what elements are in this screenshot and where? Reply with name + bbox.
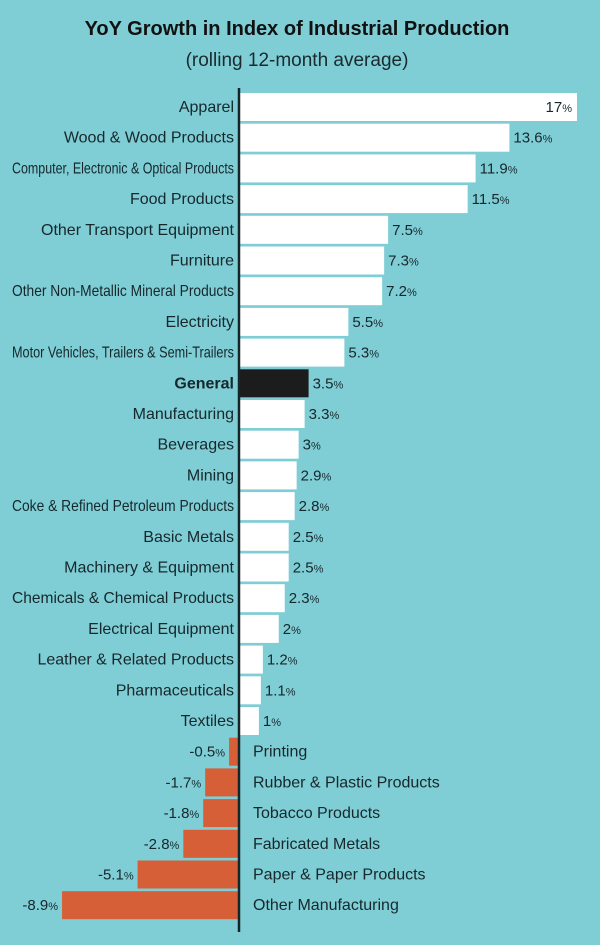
value-label: 5.5% <box>352 314 383 331</box>
category-label: Other Transport Equipment <box>41 222 235 239</box>
category-label: Printing <box>253 744 307 761</box>
category-label: Tobacco Products <box>253 805 380 822</box>
value-label: 3% <box>303 437 321 454</box>
bar <box>239 277 383 306</box>
category-label: Paper & Paper Products <box>253 867 426 884</box>
bar <box>239 707 259 735</box>
bar <box>239 215 389 244</box>
value-label: 2.3% <box>289 590 320 607</box>
value-label: 11.9% <box>480 160 518 177</box>
value-label: 2.5% <box>293 529 324 546</box>
category-label: Food Products <box>130 191 234 208</box>
chart-title: YoY Growth in Index of Industrial Produc… <box>85 18 510 40</box>
category-label: Pharmaceuticals <box>116 682 234 699</box>
value-label: 7.5% <box>392 222 423 239</box>
value-label: -8.9% <box>22 897 58 914</box>
value-label: 11.5% <box>472 191 510 208</box>
bar <box>62 891 239 920</box>
value-label: 3.5% <box>313 375 344 392</box>
value-label: 2% <box>283 621 301 638</box>
category-label: Apparel <box>179 99 234 116</box>
bar <box>239 123 510 152</box>
category-label: Basic Metals <box>143 529 234 546</box>
bar <box>239 154 476 183</box>
value-label: -1.8% <box>164 805 200 822</box>
value-label: 7.3% <box>388 253 419 270</box>
bar <box>239 430 299 459</box>
category-label: Other Manufacturing <box>253 897 399 914</box>
chart-subtitle: (rolling 12-month average) <box>186 50 409 71</box>
value-label: -5.1% <box>98 867 134 884</box>
category-label: Electricity <box>166 314 234 331</box>
bar <box>239 185 468 214</box>
bar <box>205 768 239 797</box>
category-label: Textiles <box>181 713 234 730</box>
value-label: 5.3% <box>348 345 379 362</box>
category-label: Beverages <box>158 437 235 454</box>
value-label: 1.1% <box>265 682 296 699</box>
bar <box>239 246 385 275</box>
bar <box>239 584 285 613</box>
category-label: Electrical Equipment <box>88 621 234 638</box>
category-label: Furniture <box>170 253 234 270</box>
value-label: -2.8% <box>144 836 180 853</box>
bar <box>239 522 289 551</box>
bar <box>239 676 261 705</box>
bar <box>203 799 239 828</box>
category-label: Rubber & Plastic Products <box>253 774 440 791</box>
category-label: Computer, Electronic & Optical Products <box>12 160 234 177</box>
category-label: Wood & Wood Products <box>64 130 234 147</box>
value-label: 17% <box>546 99 573 116</box>
category-label: Coke & Refined Petroleum Products <box>12 498 234 515</box>
bar <box>239 307 349 336</box>
value-label: 2.9% <box>301 467 332 484</box>
category-label: Machinery & Equipment <box>64 560 234 577</box>
value-label: 2.8% <box>299 498 330 515</box>
bar <box>239 400 305 428</box>
bar <box>183 829 239 858</box>
category-label: General <box>174 375 234 392</box>
category-label: Manufacturing <box>133 406 234 423</box>
bar <box>239 461 297 490</box>
bar <box>239 492 295 521</box>
category-label: Leather & Related Products <box>37 652 234 669</box>
bar <box>239 338 345 367</box>
bar <box>239 93 577 121</box>
value-label: 1% <box>263 713 281 730</box>
bar <box>239 614 279 643</box>
bar <box>239 645 263 674</box>
category-label: Motor Vehicles, Trailers & Semi-Trailers <box>12 345 234 362</box>
value-label: 13.6% <box>513 130 552 147</box>
category-label: Other Non-Metallic Mineral Products <box>12 283 234 300</box>
value-label: 7.2% <box>386 283 417 300</box>
bar <box>239 553 289 582</box>
bar <box>137 860 239 889</box>
bar <box>229 737 239 766</box>
value-label: 2.5% <box>293 560 324 577</box>
category-label: Mining <box>187 467 234 484</box>
category-label: Fabricated Metals <box>253 836 380 853</box>
value-label: 3.3% <box>309 406 340 423</box>
value-label: 1.2% <box>267 652 298 669</box>
bar <box>239 369 309 398</box>
category-label: Chemicals & Chemical Products <box>12 590 234 607</box>
value-label: -1.7% <box>166 774 202 791</box>
value-label: -0.5% <box>189 744 225 761</box>
